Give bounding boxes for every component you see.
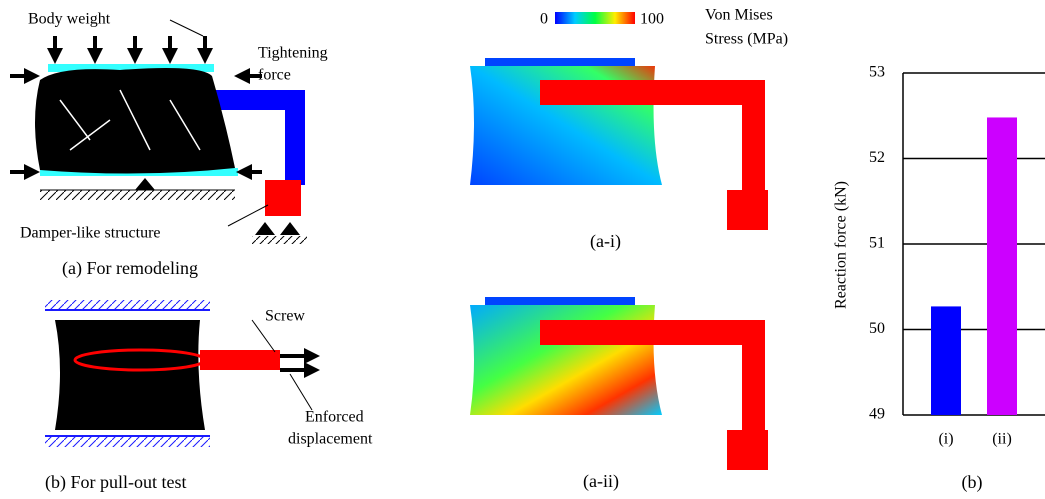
bar bbox=[931, 306, 961, 415]
colorbar-title: Von Mises bbox=[705, 7, 773, 24]
remodeling-diagram bbox=[10, 19, 307, 244]
caption: (b) For pull-out test bbox=[45, 472, 187, 493]
label: force bbox=[258, 67, 291, 84]
caption: (a) For remodeling bbox=[62, 258, 198, 279]
pullout-diagram bbox=[45, 300, 320, 447]
chart-title: (b) bbox=[962, 472, 983, 493]
y-tick-label: 52 bbox=[869, 149, 885, 166]
label: Damper-like structure bbox=[20, 225, 161, 242]
y-tick-label: 53 bbox=[869, 64, 885, 81]
bar bbox=[987, 117, 1017, 416]
colorbar-label: 100 bbox=[640, 11, 664, 28]
label: displacement bbox=[288, 431, 373, 448]
label: Screw bbox=[265, 308, 305, 325]
label: Tightening bbox=[258, 45, 328, 62]
colorbar bbox=[555, 12, 635, 24]
y-tick-label: 49 bbox=[869, 406, 885, 423]
label: Enforced bbox=[305, 409, 364, 426]
y-axis-label: Reaction force (kN) bbox=[833, 181, 850, 309]
x-tick-label: (ii) bbox=[992, 431, 1012, 448]
y-tick-label: 50 bbox=[869, 320, 885, 337]
colorbar-title: Stress (MPa) bbox=[705, 31, 788, 48]
result-a-ii bbox=[470, 297, 768, 470]
label: Body weight bbox=[28, 11, 111, 28]
x-tick-label: (i) bbox=[938, 431, 953, 448]
caption: (a-i) bbox=[590, 231, 621, 252]
result-a-i bbox=[470, 58, 768, 230]
y-tick-label: 51 bbox=[869, 235, 885, 252]
colorbar-label: 0 bbox=[540, 11, 548, 28]
caption: (a-ii) bbox=[583, 471, 619, 492]
